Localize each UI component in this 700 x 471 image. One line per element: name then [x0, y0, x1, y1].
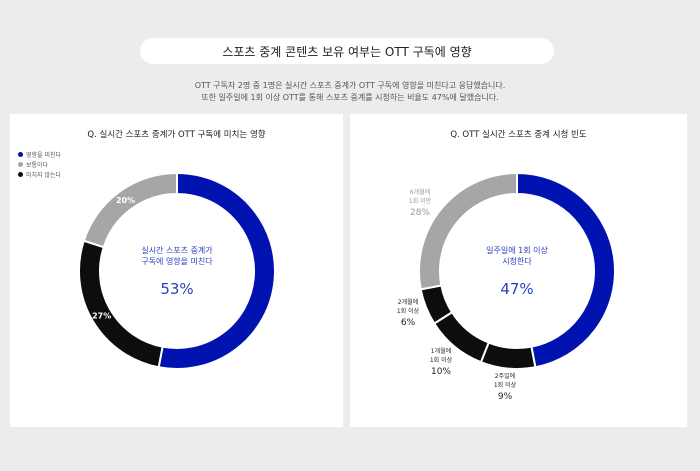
chart-title-impact: Q. 실시간 스포츠 중계가 OTT 구독에 미치는 영향: [87, 130, 266, 140]
slice-value-label: 6%: [401, 318, 416, 328]
center-label: 일주일에 1회 이상: [486, 245, 548, 255]
slice-value-label: 9%: [498, 392, 513, 402]
center-label: 실시간 스포츠 중계가: [141, 245, 213, 255]
center-value: 53%: [160, 280, 193, 298]
chart-panel-impact: Q. 실시간 스포츠 중계가 OTT 구독에 미치는 영향 영향을 미친다 보통…: [10, 114, 343, 427]
legend-label: 영향을 미친다: [26, 151, 62, 159]
legend-item: 보통이다: [18, 159, 61, 169]
donut-slice: [157, 171, 276, 370]
slice-category-label: 1회 이상: [397, 307, 420, 315]
legend-dot: [18, 151, 23, 157]
center-value: 47%: [500, 280, 533, 298]
description-line-2: 또한 일주일에 1회 이상 OTT를 통해 스포츠 중계를 시청하는 비율도 4…: [201, 93, 499, 102]
slice-category-label: 6개월에: [410, 188, 430, 196]
slice-category-label: 1회 이상: [494, 381, 517, 389]
donut-slice: [516, 171, 616, 369]
slice-category-label: 1개월에: [431, 347, 451, 355]
slice-value-label: 28%: [410, 208, 430, 218]
chart-panel-frequency: Q. OTT 실시간 스포츠 중계 시청 빈도 2주일에 1회 이상 9% 1개월에 1…: [350, 114, 687, 427]
legend-dot: [18, 171, 23, 177]
legend-item: 영향을 미친다: [18, 149, 61, 159]
legend-label: 보통이다: [26, 161, 49, 169]
slice-value-label: 27%: [92, 312, 111, 321]
page-title: 스포츠 중계 콘텐츠 보유 여부는 OTT 구독에 영향: [140, 38, 554, 64]
page-title-text: 스포츠 중계 콘텐츠 보유 여부는 OTT 구독에 영향: [222, 44, 472, 59]
slice-value-label: 10%: [431, 367, 451, 377]
legend-impact: 영향을 미친다 보통이다 미치지 않는다: [18, 149, 61, 179]
center-label: 구독에 영향을 미친다: [141, 256, 213, 266]
chart-title-frequency: Q. OTT 실시간 스포츠 중계 시청 빈도: [450, 130, 587, 140]
slice-category-label: 2개월에: [398, 298, 418, 306]
center-label: 시청한다: [502, 257, 532, 266]
legend-dot: [18, 161, 23, 167]
slice-category-label: 1회 이상: [430, 356, 453, 364]
slice-value-label: 20%: [116, 196, 135, 205]
page-description: OTT 구독자 2명 중 1명은 실시간 스포츠 중계가 OTT 구독에 영향을…: [0, 80, 700, 104]
donut-slice: [82, 171, 178, 249]
legend-item: 미치지 않는다: [18, 169, 61, 179]
legend-label: 미치지 않는다: [26, 171, 62, 179]
description-line-1: OTT 구독자 2명 중 1명은 실시간 스포츠 중계가 OTT 구독에 영향을…: [194, 81, 506, 90]
donut-slice: [418, 171, 518, 291]
donut-slice: [479, 341, 537, 370]
slice-category-label: 1회 미만: [409, 197, 432, 205]
slice-category-label: 2주일에: [495, 372, 515, 380]
